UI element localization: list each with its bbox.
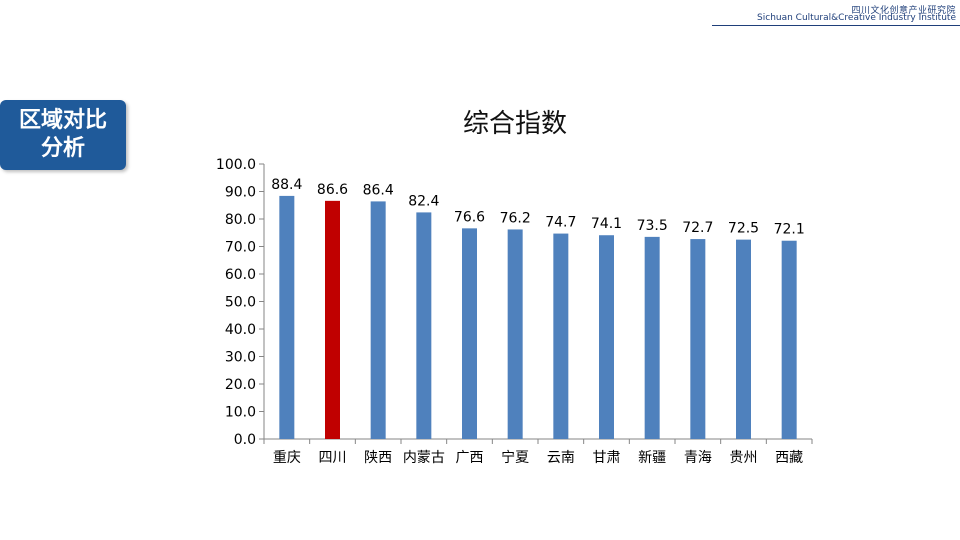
y-tick-label: 0.0: [234, 432, 256, 448]
bar: [736, 239, 751, 439]
section-badge-line1: 区域对比: [18, 108, 107, 133]
section-badge-line2: 分析: [40, 136, 85, 161]
bar: [279, 195, 295, 439]
category-label: 重庆: [273, 450, 301, 466]
y-tick-label: 40.0: [225, 322, 256, 338]
bar: [370, 201, 386, 439]
data-label: 72.5: [728, 221, 759, 237]
data-label: 82.4: [408, 193, 439, 209]
bar: [690, 239, 706, 439]
y-tick-label: 10.0: [225, 405, 256, 421]
data-label: 86.4: [363, 182, 394, 198]
bar: [599, 235, 614, 439]
category-label: 陕西: [364, 450, 392, 466]
category-label: 甘肃: [593, 450, 621, 466]
y-tick-label: 30.0: [225, 350, 256, 366]
data-label: 88.4: [271, 177, 302, 193]
category-label: 宁夏: [501, 449, 529, 466]
y-tick-label: 20.0: [225, 377, 256, 393]
institute-name-cn: 四川文化创意产业研究院: [851, 6, 956, 16]
bar: [553, 233, 569, 439]
chart-title: 综合指数: [462, 109, 567, 139]
data-label: 72.7: [682, 220, 713, 236]
data-label: 72.1: [774, 222, 805, 238]
header-divider: [712, 25, 960, 26]
bar: [416, 212, 432, 439]
bar: [507, 229, 523, 439]
y-tick-label: 90.0: [225, 185, 256, 201]
category-label: 贵州: [730, 450, 758, 466]
y-tick-label: 60.0: [225, 267, 256, 283]
category-label: 广西: [456, 450, 484, 466]
data-label: 74.1: [591, 216, 622, 232]
section-badge: 区域对比 分析: [0, 100, 126, 170]
bar: [325, 200, 340, 439]
category-label: 内蒙古: [403, 450, 445, 466]
y-tick-label: 50.0: [225, 295, 256, 311]
bar: [781, 240, 797, 439]
y-tick-label: 80.0: [225, 212, 256, 228]
category-label: 西藏: [775, 450, 803, 466]
category-label: 四川: [319, 450, 347, 466]
data-label: 74.7: [545, 215, 576, 231]
category-label: 青海: [684, 450, 712, 466]
category-label: 新疆: [638, 450, 666, 466]
data-label: 86.6: [317, 182, 348, 198]
data-label: 76.2: [500, 210, 531, 226]
bar: [644, 236, 660, 439]
institute-name-en: Sichuan Cultural&Creative Industry Insti…: [757, 13, 956, 23]
category-label: 云南: [547, 450, 575, 466]
data-label: 73.5: [637, 218, 668, 234]
data-label: 76.6: [454, 209, 485, 225]
y-tick-label: 100.0: [216, 157, 256, 173]
y-tick-label: 70.0: [225, 240, 256, 256]
bar: [462, 228, 477, 439]
